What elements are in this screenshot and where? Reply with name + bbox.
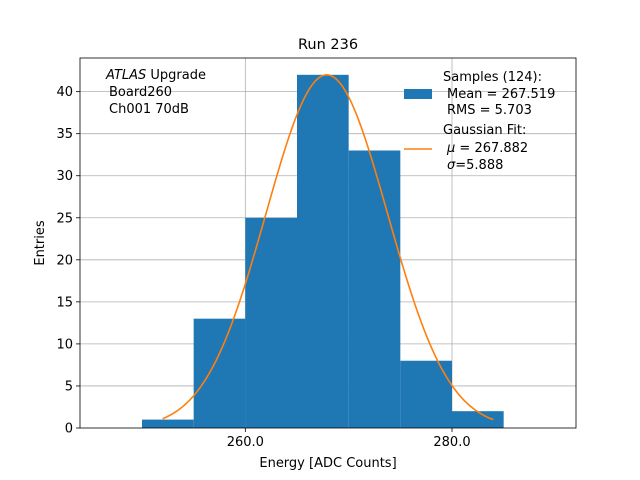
y-tick-label: 15	[56, 295, 73, 310]
y-axis-label: Entries	[33, 220, 48, 266]
y-axis-ticks: 0 5 10 15 20 25 30 35 40	[56, 85, 80, 437]
legend-sigma-value: =5.888	[455, 158, 503, 173]
y-tick-label: 20	[56, 253, 73, 268]
legend-sigma-symbol: σ	[447, 158, 456, 173]
histogram-bar	[348, 150, 401, 428]
annotation-line-3: Ch001 70dB	[109, 102, 189, 117]
y-tick-label: 35	[56, 127, 73, 142]
y-tick-label: 5	[65, 379, 73, 394]
histogram-bar	[193, 318, 246, 428]
legend-fit-sigma: σ=5.888	[447, 158, 503, 173]
plot-frame	[79, 57, 577, 429]
y-tick-label: 40	[56, 85, 73, 100]
chart-title: Run 236	[298, 37, 358, 53]
legend-samples-rms: RMS = 5.703	[447, 103, 532, 118]
legend-fit-mu: μ = 267.882	[446, 141, 528, 156]
x-tick-label: 280.0	[433, 435, 470, 450]
histogram-bar	[142, 419, 194, 428]
legend-samples-title: Samples (124):	[443, 70, 542, 85]
legend-fit-title: Gaussian Fit:	[443, 123, 526, 138]
x-axis-label: Energy [ADC Counts]	[259, 456, 396, 471]
histogram-bar	[297, 74, 349, 429]
annotation-line-1: ATLAS Upgrade	[105, 68, 206, 83]
legend-samples-swatch	[404, 89, 432, 99]
gaussian-fit-curve	[162, 74, 494, 421]
atlas-annotation: ATLAS Upgrade Board260 Ch001 70dB	[105, 68, 206, 117]
legend-samples-mean: Mean = 267.519	[447, 87, 555, 102]
histogram-bar	[452, 411, 504, 428]
legend-mu-symbol: μ	[446, 141, 455, 156]
x-axis-ticks: 260.0 280.0	[227, 428, 471, 450]
y-tick-label: 30	[56, 169, 73, 184]
legend-mu-value: = 267.882	[455, 141, 528, 156]
x-tick-label: 260.0	[227, 435, 264, 450]
y-tick-label: 0	[65, 422, 73, 437]
y-tick-label: 10	[56, 337, 73, 352]
annotation-atlas-text: ATLAS	[105, 68, 146, 83]
y-tick-label: 25	[56, 211, 73, 226]
histogram-bar	[245, 217, 297, 428]
annotation-upgrade-text: Upgrade	[146, 68, 206, 83]
annotation-line-2: Board260	[109, 85, 172, 100]
legend: Samples (124): Mean = 267.519 RMS = 5.70…	[404, 70, 555, 173]
histogram-bar	[400, 360, 452, 428]
